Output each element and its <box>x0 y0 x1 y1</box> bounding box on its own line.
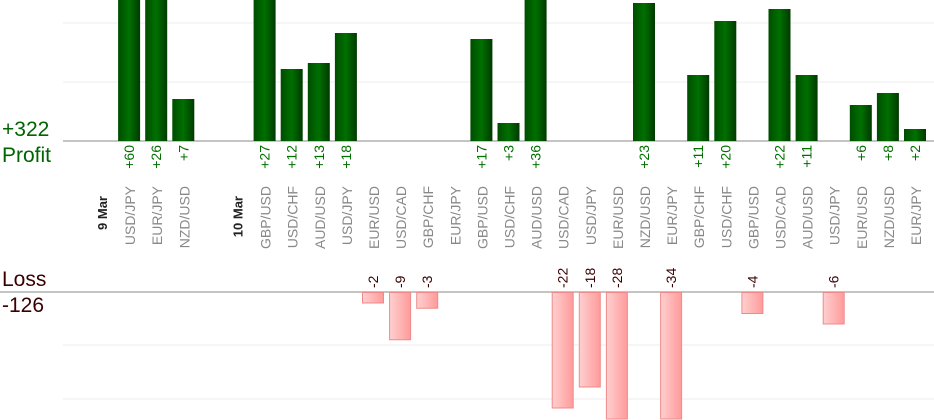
profit-value-label: +11 <box>799 145 815 168</box>
pair-label: USD/JPY <box>339 185 355 245</box>
loss-value-label: -28 <box>609 268 625 288</box>
loss-value-label: -22 <box>555 268 571 288</box>
profit-bar <box>633 3 655 141</box>
loss-value-label: -18 <box>582 268 598 288</box>
pair-label: EUR/JPY <box>149 185 165 245</box>
pair-label: USD/JPY <box>583 185 599 245</box>
loss-value-label: -4 <box>744 275 760 288</box>
profit-value-label: +6 <box>853 145 869 161</box>
loss-value-label: -6 <box>826 275 842 288</box>
loss-bar <box>741 292 764 314</box>
profit-bar <box>768 9 791 141</box>
profit-value-label: +36 <box>528 145 544 169</box>
profit-bar <box>497 123 520 141</box>
profit-bar <box>172 99 195 141</box>
profit-bar <box>849 105 872 141</box>
pair-label: AUD/USD <box>529 186 545 249</box>
profit-bar <box>904 129 926 141</box>
loss-value-label: -34 <box>663 268 679 288</box>
pair-label: EUR/USD <box>610 186 626 249</box>
profit-bar <box>687 75 710 141</box>
profit-value-label: +3 <box>501 145 517 161</box>
profit-value-label: +12 <box>284 145 300 169</box>
profit-value-label: +27 <box>257 145 273 169</box>
loss-value-label: -9 <box>392 275 408 288</box>
pair-label: USD/CAD <box>556 186 572 249</box>
profit-value-label: +13 <box>311 145 327 169</box>
loss-value-label: -3 <box>419 275 435 288</box>
profit-bar <box>280 69 303 141</box>
date-label: 9 Mar <box>95 196 110 230</box>
loss-bar <box>416 292 439 309</box>
profit-bar <box>334 33 357 141</box>
loss-bar <box>578 292 601 388</box>
profit-bar <box>307 63 330 141</box>
profit-total: +322 <box>2 118 50 141</box>
pair-label: USD/CAD <box>773 186 789 249</box>
pair-label: GBP/USD <box>474 186 490 249</box>
date-label: 10 Mar <box>231 196 246 237</box>
pair-label: AUD/USD <box>800 186 816 249</box>
pair-label: USD/JPY <box>122 185 138 245</box>
pair-label: EUR/USD <box>366 186 382 249</box>
loss-label: Loss <box>2 268 47 291</box>
loss-bar <box>822 292 845 325</box>
profit-bar <box>524 0 547 141</box>
pair-label: USD/CAD <box>393 186 409 249</box>
pair-label: USD/CHF <box>502 186 518 248</box>
profit-value-label: +8 <box>880 145 896 161</box>
pair-label: GBP/CHF <box>691 186 707 248</box>
loss-bar <box>660 292 683 420</box>
profit-label: Profit <box>2 144 52 167</box>
profit-value-label: +23 <box>636 145 652 169</box>
pair-label: NZD/USD <box>881 186 897 248</box>
profit-value-label: +26 <box>148 145 164 169</box>
pair-label: EUR/USD <box>854 186 870 249</box>
loss-bar <box>605 292 628 420</box>
loss-bar <box>389 292 412 341</box>
profit-bar <box>145 0 168 141</box>
profit-value-label: +60 <box>121 145 137 169</box>
pair-label: EUR/JPY <box>664 185 680 245</box>
pair-label: GBP/USD <box>745 186 761 249</box>
pair-label: GBP/USD <box>258 186 274 249</box>
profit-value-label: +2 <box>907 145 923 161</box>
profit-value-label: +20 <box>717 145 733 169</box>
loss-total: -126 <box>2 294 45 317</box>
profit-value-label: +22 <box>772 145 788 169</box>
pair-label: EUR/JPY <box>447 185 463 245</box>
profit-value-label: +11 <box>690 145 706 168</box>
pair-label: NZD/USD <box>637 186 653 248</box>
loss-bar <box>362 292 384 304</box>
pair-label: AUD/USD <box>312 186 328 249</box>
pair-label: USD/CHF <box>285 186 301 248</box>
profit-value-label: +7 <box>175 145 191 161</box>
pair-label: USD/JPY <box>827 185 843 245</box>
profit-bar <box>118 0 141 141</box>
profit-bar <box>714 21 737 141</box>
pair-label: EUR/JPY <box>908 185 924 245</box>
profit-bar <box>470 39 493 141</box>
pair-label: USD/CHF <box>718 186 734 248</box>
profit-bar <box>876 93 899 141</box>
profit-value-label: +18 <box>338 145 354 169</box>
profit-bar <box>795 75 818 141</box>
profit-value-label: +17 <box>473 145 489 169</box>
profit-bar <box>253 0 276 141</box>
pair-label: GBP/CHF <box>420 186 436 248</box>
loss-bar <box>551 292 574 409</box>
pair-label: NZD/USD <box>176 186 192 248</box>
loss-value-label: -2 <box>365 275 381 288</box>
